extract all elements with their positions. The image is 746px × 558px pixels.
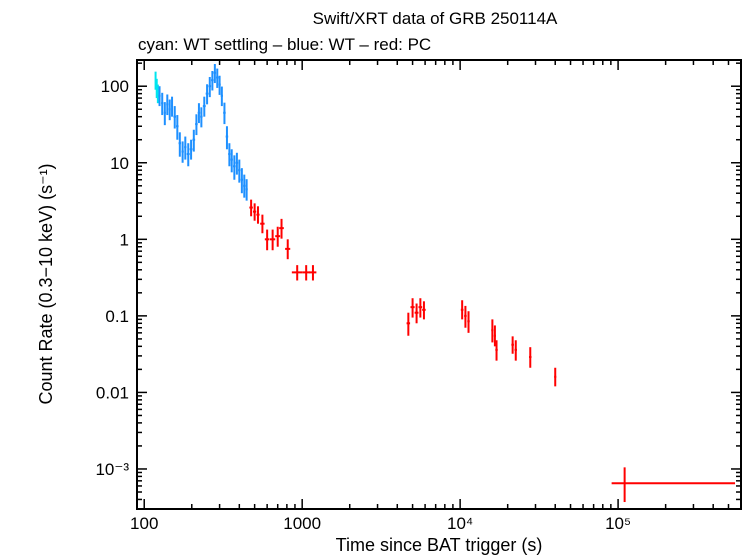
series-wt-settling	[154, 71, 159, 104]
data-point	[223, 102, 226, 125]
data-layer	[154, 64, 736, 503]
series-wt	[158, 64, 248, 201]
data-point	[243, 174, 246, 198]
x-tick-label: 10⁴	[447, 514, 473, 533]
data-point	[514, 340, 517, 361]
data-point	[264, 229, 270, 251]
y-tick-label: 0.01	[96, 383, 129, 402]
data-point	[235, 152, 239, 175]
plot-frame	[136, 59, 742, 510]
data-point	[168, 99, 171, 121]
data-point	[285, 239, 291, 260]
y-tick-label: 1	[120, 230, 129, 249]
data-point	[252, 203, 257, 221]
data-point	[205, 84, 209, 105]
tick-marks	[136, 60, 742, 510]
data-point	[216, 68, 219, 88]
data-point	[410, 298, 415, 318]
data-point	[230, 149, 233, 173]
data-point	[171, 96, 174, 117]
data-point	[178, 132, 182, 157]
data-point	[202, 96, 206, 117]
data-point	[189, 139, 193, 160]
data-point	[211, 71, 214, 91]
data-point	[414, 303, 419, 324]
data-point	[279, 218, 284, 239]
data-point	[181, 141, 184, 163]
data-point	[233, 155, 236, 180]
data-point	[422, 301, 426, 320]
data-point	[213, 64, 217, 84]
data-point	[249, 199, 253, 217]
chart-subtitle: cyan: WT settling – blue: WT – red: PC	[138, 35, 431, 54]
data-point	[302, 265, 310, 281]
data-point	[418, 298, 423, 318]
data-point	[225, 126, 229, 150]
data-point	[245, 179, 248, 201]
data-point	[192, 129, 196, 152]
data-point	[200, 107, 203, 128]
data-point	[218, 75, 221, 95]
y-tick-label: 10⁻³	[95, 460, 129, 479]
x-tick-label: 100	[130, 514, 158, 533]
data-point	[460, 300, 464, 320]
data-point	[158, 86, 161, 107]
data-point	[529, 347, 532, 368]
data-point	[195, 114, 198, 136]
y-tick-label: 100	[101, 77, 129, 96]
data-point	[173, 106, 177, 129]
data-point	[554, 367, 557, 387]
data-point	[491, 319, 494, 343]
data-point	[176, 115, 179, 140]
data-point	[406, 312, 411, 336]
x-tick-label: 10⁵	[605, 514, 631, 533]
data-point	[186, 143, 190, 167]
y-axis-label: Count Rate (0.3−10 keV) (s⁻¹)	[36, 163, 56, 404]
data-point	[275, 226, 281, 247]
data-point	[495, 340, 498, 361]
data-point	[166, 94, 169, 116]
y-tick-label: 10	[110, 154, 129, 173]
data-point	[611, 467, 736, 503]
data-point	[467, 311, 470, 333]
data-point	[269, 229, 276, 251]
data-point	[184, 136, 187, 160]
y-tick-label: 0.1	[105, 307, 129, 326]
series-pc	[249, 199, 736, 503]
chart-title: Swift/XRT data of GRB 250114A	[313, 9, 558, 28]
data-point	[256, 206, 260, 224]
data-point	[208, 76, 212, 98]
data-point	[197, 103, 201, 124]
tick-labels: 100 1000 10⁴ 10⁵ 100 10 1 0.1 0.01 10⁻³	[95, 77, 631, 533]
x-axis-label: Time since BAT trigger (s)	[336, 535, 543, 555]
data-point	[156, 84, 159, 104]
data-point	[291, 265, 303, 281]
data-point	[493, 325, 496, 347]
data-point	[309, 265, 317, 281]
x-tick-label: 1000	[283, 514, 321, 533]
data-point	[240, 168, 243, 194]
data-point	[220, 86, 223, 107]
data-point	[260, 214, 265, 234]
data-point	[238, 159, 241, 183]
data-point	[161, 92, 164, 116]
data-point	[511, 336, 514, 354]
data-point	[163, 102, 166, 126]
data-point	[464, 305, 467, 328]
data-point	[228, 143, 231, 167]
